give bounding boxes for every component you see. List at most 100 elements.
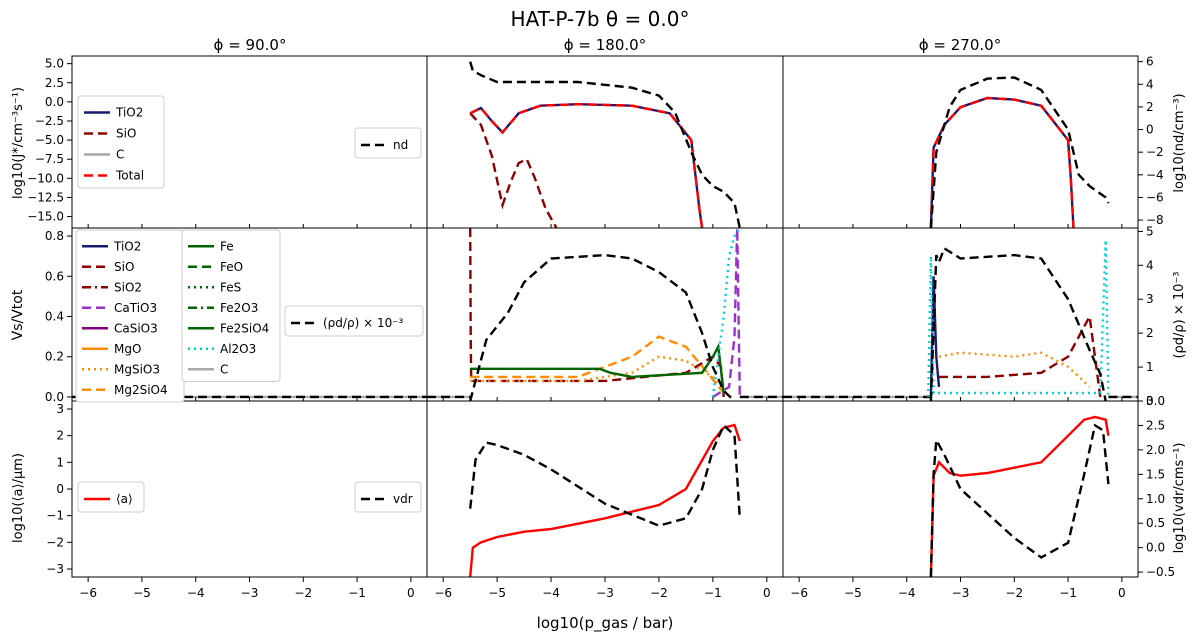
y-tick-label-right: 0.0 [1146,541,1165,555]
legend-row2-left-col1-label: MgO [114,342,141,356]
legend-row2-left-col1-label: TiO2 [113,239,141,253]
legend-row2-left-col1-label: Mg2SiO4 [114,383,168,397]
legend-row1-left-label: TiO2 [115,106,143,120]
y-tick-label-right: 1.0 [1146,492,1165,506]
series-vdr [469,423,741,527]
legend-row2-left-col1-label: SiO2 [114,280,142,294]
x-tick-label: −4 [898,586,916,600]
y-tick-label-right: 3 [1146,292,1154,306]
panel-frame [782,55,1139,229]
column-title-180: ϕ = 180.0° [564,36,646,54]
x-tick-label: −5 [844,586,862,600]
legend-row1-right-label: nd [393,138,408,152]
x-tick-label: −2 [650,586,668,600]
row3-ylabel-right: log10(vdr/cms⁻¹) [1172,443,1187,554]
series-ρd/ρ [469,253,736,401]
x-tick-label: −5 [133,586,151,600]
series-⟨a⟩ [929,415,1110,577]
x-tick-label: −3 [596,586,614,600]
series-vdr [929,423,1110,577]
x-tick-label: 0 [1118,586,1126,600]
legend-row2-right-frame [284,305,424,337]
panel-frame [782,227,1139,402]
series-nd [469,61,741,228]
x-tick-label: −2 [1005,586,1023,600]
series-MgSiO3 [470,355,725,394]
ticks-group: −6 −5 −4 −3 −2 −1 0 −6 −5 −4 −3 −2 −1 0 −6 −5 −4 −3 −2 −1 0 5… [27,55,1175,600]
legend-row2-right-label: (ρd/ρ) × 10⁻³ [323,316,404,330]
legend-row2-left-col1-label: MgSiO3 [114,362,160,376]
series-Mg2SiO4 [470,335,725,394]
x-tick-label: −6 [790,586,808,600]
y-tick-label: 0.2 [45,350,64,364]
y-tick-label: 1 [56,455,64,469]
legend-row2-left-col1-label: SiO [114,260,134,274]
y-tick-label: −7.5 [35,152,64,166]
legend-row3-right: vdr [354,481,422,513]
y-tick-label-right: 4 [1146,258,1154,272]
panel-frame [782,400,1139,578]
legend-row2-left-col1-label: CaTiO3 [114,301,157,315]
x-tick-label: −6 [79,586,97,600]
panel-frame [426,55,784,229]
legend-row2-left-col2-label: Fe2SiO4 [220,321,269,335]
series-nd [929,76,1110,228]
series-TiO2 [469,102,704,228]
legend-row1-left-label: C [116,148,124,162]
legends-group: TiO2 SiO C Total nd TiO2 SiO SiO2 CaTiO3 CaSiO3 Mg… [75,95,424,513]
legend-row1-left: TiO2 SiO C Total [77,95,165,189]
series-SiO [939,312,1102,398]
legend-row2-left-col1-label: CaSiO3 [114,321,158,335]
x-tick-label: −1 [1059,586,1077,600]
y-tick-label: −15.0 [27,210,64,224]
y-tick-label: 0.8 [45,229,64,243]
x-tick-label: −1 [704,586,722,600]
series-ρd/ρ [929,246,1107,401]
series-Al2O3 [927,240,1110,398]
y-tick-label: 5.0 [45,57,64,71]
y-tick-label-right: 2 [1146,100,1154,114]
x-tick-label: −3 [241,586,259,600]
y-tick-label: −5.0 [35,133,64,147]
legend-row1-left-label: Total [115,169,144,183]
x-tick-label: −4 [187,586,205,600]
y-tick-label: −10.0 [27,171,64,185]
legend-row3-right-label: vdr [393,492,413,506]
column-title-90: ϕ = 90.0° [214,36,287,54]
y-tick-label: −2 [46,535,64,549]
x-tick-label: 0 [407,586,415,600]
y-tick-label-right: 2 [1146,326,1154,340]
legend-row1-left-label: SiO [116,127,136,141]
legend-row2-left-col2-label: Fe [220,239,234,253]
y-tick-label: 0.0 [45,390,64,404]
row2-ylabel: Vs/Vtot [10,289,26,340]
row2-ylabel-right: (ρd/ρ) × 10⁻³ [1172,271,1187,358]
y-tick-label: 0.4 [45,310,64,324]
y-tick-label-right: −4 [1146,168,1164,182]
y-tick-label: −2.5 [35,114,64,128]
y-tick-label-right: 6 [1146,55,1154,69]
y-tick-label-right: −6 [1146,190,1164,204]
x-tick-label: −1 [348,586,366,600]
x-tick-label: −5 [488,586,506,600]
y-tick-label-right: 0.5 [1146,516,1165,530]
legend-row1-right-frame [354,127,422,159]
row1-ylabel-right: log10(nd/cm⁻³) [1172,93,1187,192]
y-tick-label-right: 3.0 [1146,394,1165,408]
y-tick-label-right: 5 [1146,224,1154,238]
y-tick-label-right: 1.5 [1146,467,1165,481]
series-⟨a⟩ [469,423,741,577]
y-tick-label: −3 [46,562,64,576]
figure-title: HAT-P-7b θ = 0.0° [511,7,690,31]
row3-ylabel: log10(⟨a⟩/µm) [11,453,26,543]
series-Al2O3 [711,228,741,398]
legend-row1-left-frame [77,95,165,189]
legend-row2-left-col2-label: FeS [220,280,241,294]
y-tick-label-right: 0 [1146,394,1154,408]
x-tick-label: −2 [294,586,312,600]
y-tick-label-right: 4 [1146,77,1154,91]
series-Total [469,102,704,228]
y-tick-label: 2.5 [45,76,64,90]
series-SiO [469,112,558,228]
